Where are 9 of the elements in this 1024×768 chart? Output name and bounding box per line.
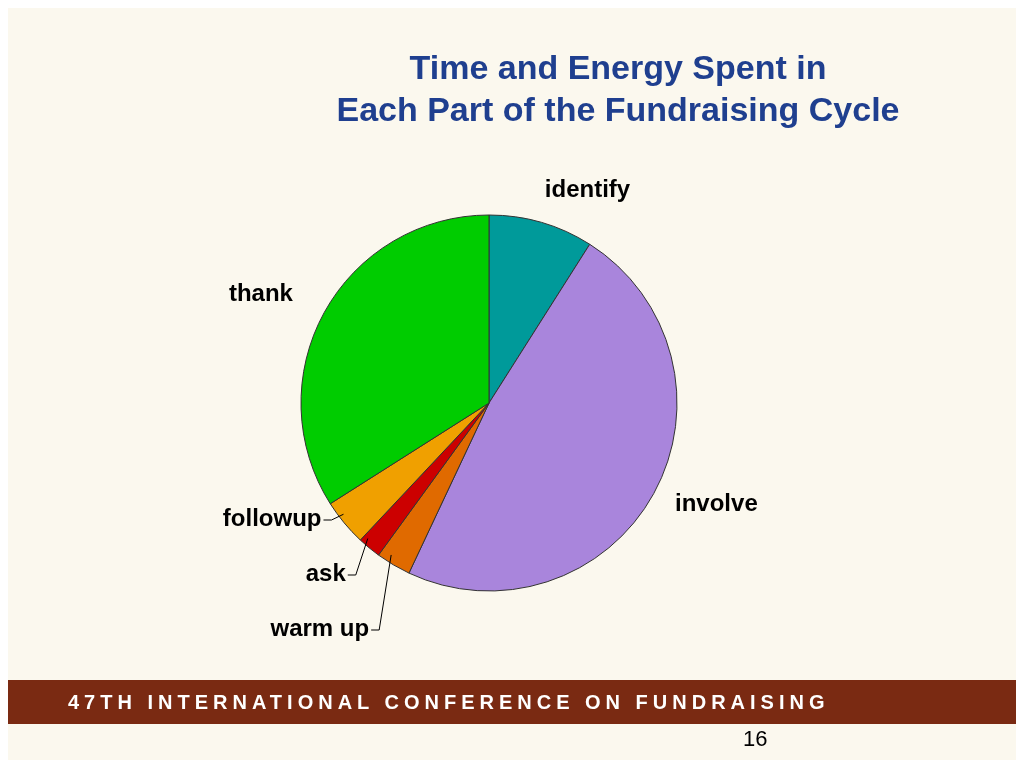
slice-label: identify [544,174,631,202]
slice-label: ask [305,559,347,586]
slice-label: involve [675,489,758,517]
slice-label: warm up [269,614,370,641]
chart-title: Time and Energy Spent in Each Part of the Fundraising Cycle [335,47,901,130]
slice-label: followup [222,504,322,531]
text: 16 [743,726,768,752]
text: 47TH INTERNATIONAL CONFERENCE ON FUNDRAISING [8,680,1016,724]
slice-label: thank [228,278,294,306]
